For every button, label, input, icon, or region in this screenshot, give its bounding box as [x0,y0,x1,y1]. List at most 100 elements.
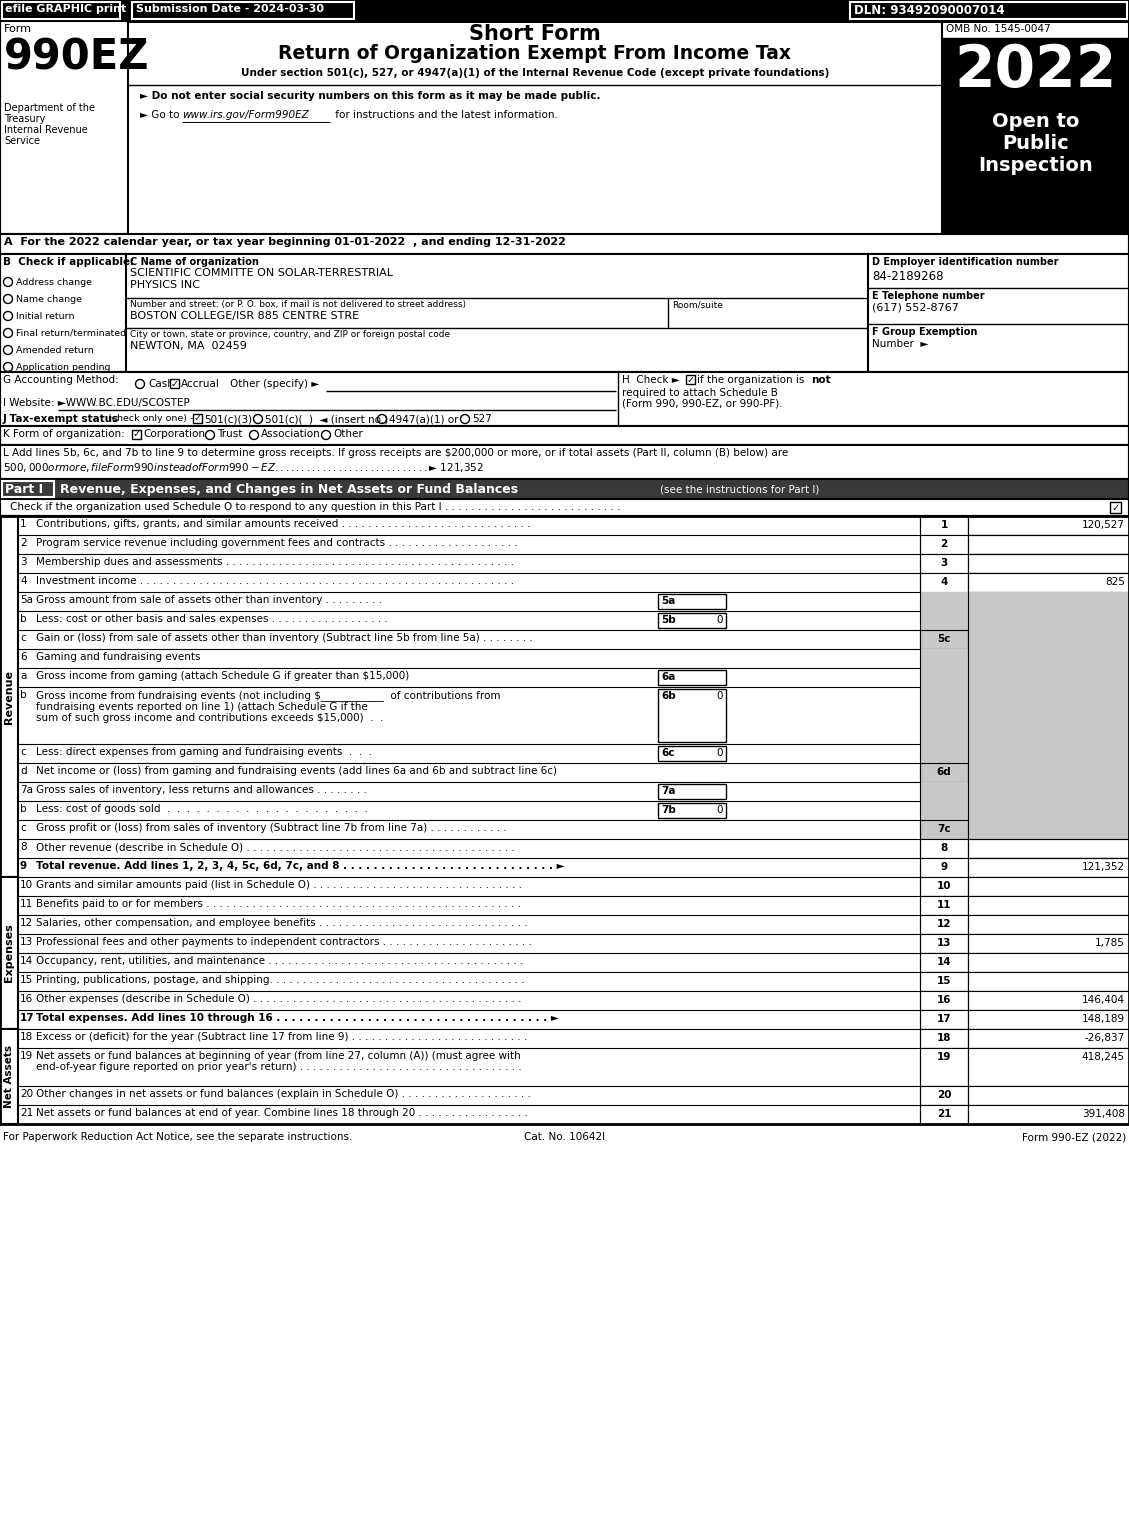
Bar [2,480,54,497]
Bar [968,630,1129,650]
Bar [968,535,1129,554]
Bar [968,744,1129,762]
Bar [920,686,1129,744]
Text: 6: 6 [20,653,27,662]
Bar [920,744,968,762]
Bar [968,1029,1129,1048]
Bar [0,479,1129,499]
Text: K Form of organization:: K Form of organization: [3,429,124,439]
Bar [920,592,968,612]
Text: Total expenses. Add lines 10 through 16 . . . . . . . . . . . . . . . . . . . . : Total expenses. Add lines 10 through 16 … [36,1013,559,1023]
Text: 1: 1 [940,520,947,531]
Text: Excess or (deficit) for the year (Subtract line 17 from line 9) . . . . . . . . : Excess or (deficit) for the year (Subtra… [36,1032,527,1042]
Text: end-of-year figure reported on prior year's return) . . . . . . . . . . . . . . : end-of-year figure reported on prior yea… [36,1063,522,1072]
Text: Occupancy, rent, utilities, and maintenance . . . . . . . . . . . . . . . . . . : Occupancy, rent, utilities, and maintena… [36,956,524,965]
Bar [920,592,1129,612]
Bar [920,782,1129,801]
Text: Contributions, gifts, grants, and similar amounts received . . . . . . . . . . .: Contributions, gifts, grants, and simila… [36,518,531,529]
Bar [0,515,18,877]
Text: DLN: 93492090007014: DLN: 93492090007014 [854,5,1005,17]
Text: 3: 3 [20,557,27,567]
Text: Form: Form [5,24,32,34]
Text: (see the instructions for Part I): (see the instructions for Part I) [660,485,820,496]
Bar [920,897,968,915]
Text: 5a: 5a [660,596,675,605]
Text: Less: cost of goods sold  .  .  .  .  .  .  .  .  .  .  .  .  .  .  .  .  .  .  : Less: cost of goods sold . . . . . . . .… [36,804,368,814]
Text: for instructions and the latest information.: for instructions and the latest informat… [332,110,558,120]
Text: Check if the organization used Schedule O to respond to any question in this Par: Check if the organization used Schedule … [10,502,621,512]
Text: G Accounting Method:: G Accounting Method: [3,375,119,384]
Bar [920,782,968,801]
Text: Less: cost or other basis and sales expenses . . . . . . . . . . . . . . . . . .: Less: cost or other basis and sales expe… [36,615,387,624]
Bar [920,554,968,573]
Text: 120,527: 120,527 [1082,520,1124,531]
Bar [193,413,202,422]
Text: 11: 11 [20,900,33,909]
Bar [686,375,695,384]
Text: Form 990-EZ (2022): Form 990-EZ (2022) [1022,1132,1126,1142]
Text: 8: 8 [940,843,947,852]
Text: 4: 4 [20,576,27,586]
Text: Net assets or fund balances at beginning of year (from line 27, column (A)) (mus: Net assets or fund balances at beginning… [36,1051,520,1061]
Text: Number  ►: Number ► [872,339,928,349]
Text: 13: 13 [20,936,33,947]
Text: 501(c)(  )  ◄ (insert no.): 501(c)( ) ◄ (insert no.) [265,413,388,424]
Text: 3: 3 [940,558,947,567]
Text: ✓: ✓ [1111,503,1120,512]
Text: Department of the: Department of the [5,104,95,113]
Text: Less: direct expenses from gaming and fundraising events  .  .  .: Less: direct expenses from gaming and fu… [36,747,371,756]
Text: Internal Revenue: Internal Revenue [5,125,88,136]
Text: 2: 2 [20,538,27,547]
Bar [658,804,726,817]
Text: 14: 14 [20,956,33,965]
Text: 825: 825 [1105,576,1124,587]
Text: 8: 8 [20,842,27,852]
Text: 13: 13 [937,938,952,949]
Bar [920,1048,968,1086]
Text: 527: 527 [472,413,492,424]
Bar [658,746,726,761]
Bar [0,21,128,233]
Bar [920,991,968,1010]
Bar [968,1106,1129,1124]
Bar [968,801,1129,820]
Bar [0,233,1129,255]
Text: 15: 15 [937,976,952,987]
Text: not: not [811,375,831,384]
Text: 15: 15 [20,974,33,985]
Text: 10: 10 [20,880,33,891]
Text: 501(c)(3): 501(c)(3) [204,413,252,424]
Bar [920,820,968,839]
Bar [920,515,968,535]
Bar [942,107,1129,233]
Bar [968,839,1129,859]
Text: Name change: Name change [16,294,82,303]
Bar [968,573,1129,592]
Text: 16: 16 [20,994,33,1003]
Text: 6d: 6d [937,767,952,778]
Text: 146,404: 146,404 [1082,994,1124,1005]
Bar [968,650,1129,668]
Bar [968,762,1129,782]
Bar [132,430,141,439]
Bar [968,1048,1129,1086]
Bar [0,0,1129,21]
Text: BOSTON COLLEGE/ISR 885 CENTRE STRE: BOSTON COLLEGE/ISR 885 CENTRE STRE [130,311,359,320]
Text: Gross sales of inventory, less returns and allowances . . . . . . . .: Gross sales of inventory, less returns a… [36,785,367,795]
Text: Treasury: Treasury [5,114,45,124]
Text: Association: Association [261,429,321,439]
Text: b: b [20,689,27,700]
Text: 21: 21 [937,1109,952,1119]
Bar [968,1010,1129,1029]
Text: NEWTON, MA  02459: NEWTON, MA 02459 [130,342,247,351]
Text: 990EZ: 990EZ [5,37,149,78]
Text: Accrual: Accrual [181,380,220,389]
Text: ► Do not enter social security numbers on this form as it may be made public.: ► Do not enter social security numbers o… [140,92,601,101]
Text: For Paperwork Reduction Act Notice, see the separate instructions.: For Paperwork Reduction Act Notice, see … [3,1132,352,1142]
Text: 5b: 5b [660,615,676,625]
Bar [920,971,968,991]
Bar [920,877,968,897]
Text: Revenue: Revenue [5,669,14,723]
Bar [658,613,726,628]
Bar [920,801,968,820]
